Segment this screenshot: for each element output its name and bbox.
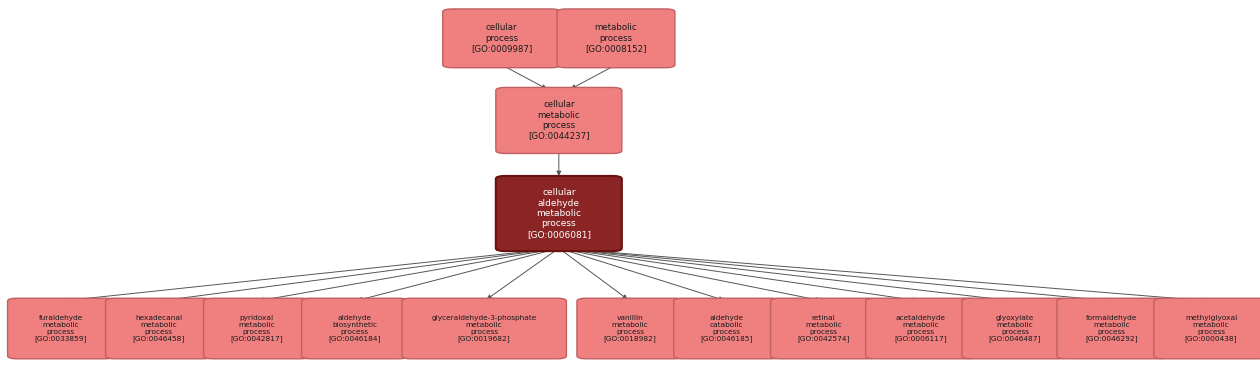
Text: acetaldehyde
metabolic
process
[GO:0006117]: acetaldehyde metabolic process [GO:00061… <box>895 315 946 342</box>
Text: formaldehyde
metabolic
process
[GO:0046292]: formaldehyde metabolic process [GO:00462… <box>1086 315 1138 342</box>
Text: aldehyde
catabolic
process
[GO:0046185]: aldehyde catabolic process [GO:0046185] <box>701 315 753 342</box>
FancyBboxPatch shape <box>771 298 877 359</box>
Text: vanillin
metabolic
process
[GO:0018982]: vanillin metabolic process [GO:0018982] <box>604 315 656 342</box>
FancyBboxPatch shape <box>674 298 780 359</box>
FancyBboxPatch shape <box>1154 298 1260 359</box>
Text: glyceraldehyde-3-phosphate
metabolic
process
[GO:0019682]: glyceraldehyde-3-phosphate metabolic pro… <box>431 315 537 342</box>
Text: pyridoxal
metabolic
process
[GO:0042817]: pyridoxal metabolic process [GO:0042817] <box>231 315 284 342</box>
FancyBboxPatch shape <box>557 9 675 68</box>
Text: metabolic
process
[GO:0008152]: metabolic process [GO:0008152] <box>585 23 646 53</box>
FancyBboxPatch shape <box>496 176 622 251</box>
FancyBboxPatch shape <box>577 298 683 359</box>
Text: cellular
metabolic
process
[GO:0044237]: cellular metabolic process [GO:0044237] <box>528 100 590 141</box>
FancyBboxPatch shape <box>204 298 310 359</box>
FancyBboxPatch shape <box>866 298 975 359</box>
Text: methylglyoxal
metabolic
process
[GO:0000438]: methylglyoxal metabolic process [GO:0000… <box>1184 315 1237 342</box>
Text: glyoxylate
metabolic
process
[GO:0046487]: glyoxylate metabolic process [GO:0046487… <box>989 315 1041 342</box>
FancyBboxPatch shape <box>301 298 408 359</box>
FancyBboxPatch shape <box>961 298 1068 359</box>
FancyBboxPatch shape <box>496 88 622 153</box>
Text: retinal
metabolic
process
[GO:0042574]: retinal metabolic process [GO:0042574] <box>798 315 851 342</box>
Text: furaldehyde
metabolic
process
[GO:0033859]: furaldehyde metabolic process [GO:003385… <box>34 315 87 342</box>
FancyBboxPatch shape <box>1057 298 1167 359</box>
Text: cellular
process
[GO:0009987]: cellular process [GO:0009987] <box>471 23 532 53</box>
FancyBboxPatch shape <box>106 298 212 359</box>
Text: hexadecanal
metabolic
process
[GO:0046458]: hexadecanal metabolic process [GO:004645… <box>132 315 185 342</box>
FancyBboxPatch shape <box>442 9 561 68</box>
Text: aldehyde
biosynthetic
process
[GO:0046184]: aldehyde biosynthetic process [GO:004618… <box>329 315 381 342</box>
FancyBboxPatch shape <box>402 298 567 359</box>
FancyBboxPatch shape <box>8 298 113 359</box>
Text: cellular
aldehyde
metabolic
process
[GO:0006081]: cellular aldehyde metabolic process [GO:… <box>527 188 591 239</box>
